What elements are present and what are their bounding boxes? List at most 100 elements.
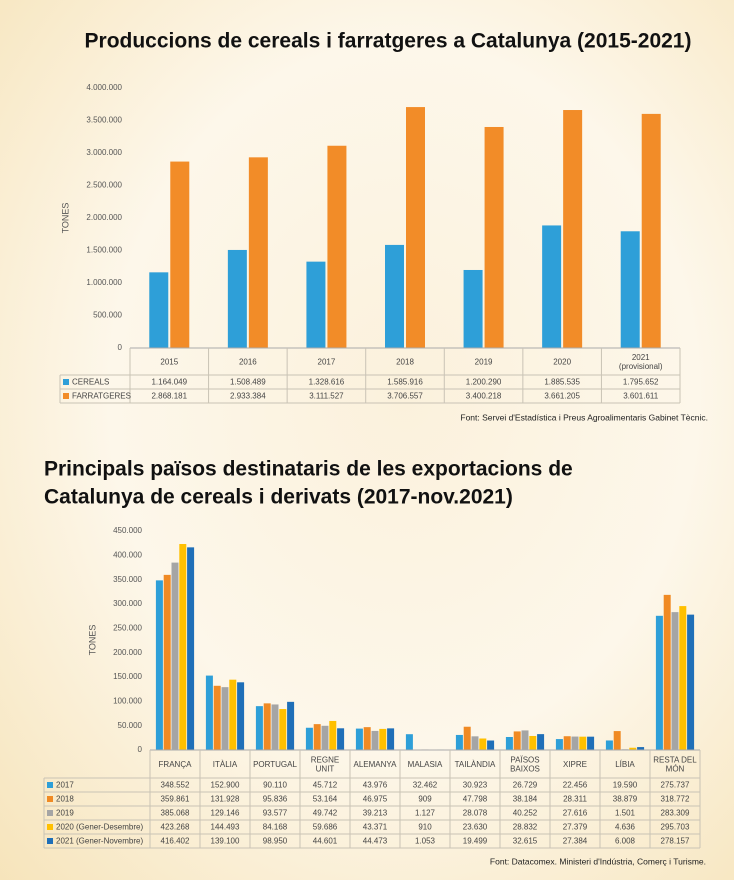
- data-label: 98.950: [263, 837, 288, 846]
- bar: [214, 686, 221, 750]
- data-label: 3.400.218: [466, 392, 502, 401]
- data-label: 348.552: [161, 781, 190, 790]
- bar: [642, 114, 661, 348]
- bar: [229, 680, 236, 750]
- data-label: 131.928: [211, 795, 240, 804]
- legend-label: 2018: [56, 795, 74, 804]
- y-tick-label: 300.000: [113, 599, 142, 608]
- data-label: 27.384: [563, 837, 588, 846]
- legend-label: FARRATGERES: [72, 392, 131, 401]
- data-label: 40.252: [513, 809, 538, 818]
- bar: [506, 737, 513, 750]
- bar: [287, 702, 294, 750]
- data-label: 44.473: [363, 837, 388, 846]
- legend-swatch: [47, 824, 53, 830]
- legend-label: 2017: [56, 781, 74, 790]
- y-tick-label: 4.000.000: [86, 83, 122, 92]
- data-label: 129.146: [211, 809, 240, 818]
- bar: [587, 737, 594, 750]
- data-label: 27.616: [563, 809, 588, 818]
- bar: [529, 736, 536, 750]
- bar: [279, 709, 286, 750]
- bar: [385, 245, 404, 348]
- bar: [237, 682, 244, 750]
- bar: [364, 727, 371, 750]
- x-tick-label: LÍBIA: [615, 760, 635, 769]
- data-label: 2.868.181: [151, 392, 187, 401]
- bar: [485, 127, 504, 348]
- data-label: 23.630: [463, 823, 488, 832]
- bar: [379, 729, 386, 750]
- data-label: 6.008: [615, 837, 636, 846]
- data-label: 32.462: [413, 781, 438, 790]
- chart-title: Produccions de cereals i farratgeres a C…: [85, 30, 692, 53]
- bar: [164, 575, 171, 750]
- bar: [314, 724, 321, 750]
- bar: [372, 731, 379, 750]
- data-label: 359.861: [161, 795, 190, 804]
- data-label: 909: [418, 795, 432, 804]
- data-label: 152.900: [211, 781, 240, 790]
- y-axis-label: TONES: [60, 203, 70, 234]
- y-tick-label: 400.000: [113, 550, 142, 559]
- data-label: 59.686: [313, 823, 338, 832]
- x-tick-label: 2018: [396, 358, 414, 367]
- data-label: 1.164.049: [151, 378, 187, 387]
- bar: [327, 146, 346, 348]
- x-tick-label: ITÀLIA: [213, 760, 238, 769]
- bar: [322, 726, 329, 750]
- bar: [179, 544, 186, 750]
- bar: [514, 731, 521, 750]
- data-label: 1.508.489: [230, 378, 266, 387]
- data-label: 93.577: [263, 809, 288, 818]
- data-label: 46.975: [363, 795, 388, 804]
- legend-swatch: [47, 796, 53, 802]
- y-tick-label: 3.500.000: [86, 116, 122, 125]
- y-tick-label: 100.000: [113, 696, 142, 705]
- x-tick-label: 2015: [160, 358, 178, 367]
- x-tick-label: FRANÇA: [159, 760, 193, 769]
- bar: [606, 740, 613, 750]
- y-tick-label: 50.000: [118, 721, 143, 730]
- bar: [337, 728, 344, 750]
- data-label: 283.309: [661, 809, 690, 818]
- bar: [564, 736, 571, 750]
- page: Produccions de cereals i farratgeres a C…: [0, 0, 734, 880]
- bar: [228, 250, 247, 348]
- y-tick-label: 500.000: [93, 311, 122, 320]
- y-tick-label: 450.000: [113, 526, 142, 535]
- data-label: 43.976: [363, 781, 388, 790]
- bar: [464, 727, 471, 750]
- bar: [387, 728, 394, 750]
- data-label: 3.601.611: [623, 392, 659, 401]
- bar: [664, 595, 671, 750]
- source-note: Font: Datacomex. Ministeri d'Indústria, …: [490, 856, 706, 866]
- bar: [537, 734, 544, 750]
- bar: [479, 739, 486, 750]
- x-tick-label: 2017: [318, 358, 336, 367]
- y-tick-label: 150.000: [113, 672, 142, 681]
- y-tick-label: 2.500.000: [86, 181, 122, 190]
- data-label: 1.501: [615, 809, 636, 818]
- y-tick-label: 3.000.000: [86, 148, 122, 157]
- data-label: 84.168: [263, 823, 288, 832]
- data-label: 139.100: [211, 837, 240, 846]
- chart-title: Catalunya de cereals i derivats (2017-no…: [44, 486, 513, 509]
- data-label: 19.590: [613, 781, 638, 790]
- bar: [149, 272, 168, 348]
- data-label: 1.585.916: [387, 378, 423, 387]
- bar: [249, 157, 268, 348]
- data-label: 385.068: [161, 809, 190, 818]
- data-label: 144.493: [211, 823, 240, 832]
- data-label: 2.933.384: [230, 392, 266, 401]
- y-axis-label: TONES: [87, 625, 97, 656]
- y-tick-label: 350.000: [113, 575, 142, 584]
- x-tick-label: 2019: [475, 358, 493, 367]
- data-label: 19.499: [463, 837, 488, 846]
- y-tick-label: 2.000.000: [86, 213, 122, 222]
- data-label: 416.402: [161, 837, 190, 846]
- x-tick-label: PORTUGAL: [253, 760, 297, 769]
- bar: [306, 262, 325, 348]
- x-tick-label: TAILÀNDIA: [455, 760, 496, 769]
